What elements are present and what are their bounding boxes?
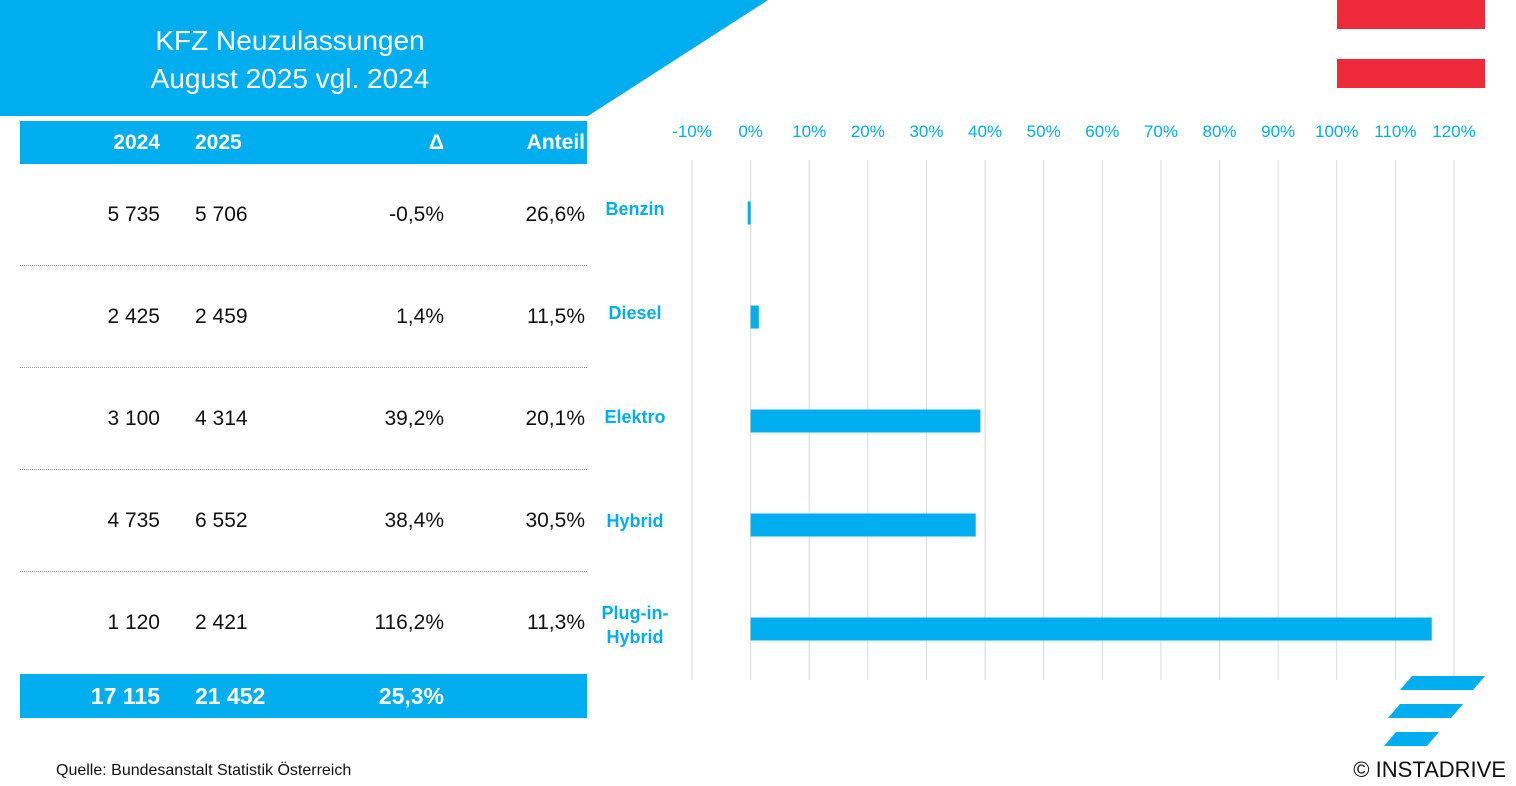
source-note: Quelle: Bundesanstalt Statistik Österrei… [56, 762, 352, 779]
header-2025: 2025 [195, 130, 242, 154]
x-tick-label: 30% [909, 122, 943, 141]
bar-benzin [747, 201, 751, 225]
cell-delta: 116,2% [374, 611, 444, 634]
cell-2025: 4 314 [195, 406, 248, 430]
total-delta: 25,3% [378, 682, 444, 709]
cell-share: 11,3% [527, 611, 585, 634]
table-row-hybrid: 4 735 6 552 38,4% 30,5% [20, 470, 587, 572]
header-delta: Δ [428, 130, 444, 154]
total-2024: 17 115 [90, 682, 160, 709]
table-row-benzin: 5 735 5 706 -0,5% 26,6% [20, 164, 587, 266]
x-tick-label: 0% [738, 122, 763, 141]
table-row-diesel: 2 425 2 459 1,4% 11,5% [20, 266, 587, 368]
copyright-notice: © INSTADRIVE [1353, 757, 1506, 782]
cell-share: 20,1% [525, 406, 585, 430]
x-tick-label: 10% [792, 122, 826, 141]
instadrive-logo-icon [1384, 676, 1485, 746]
category-label-diesel: Diesel [590, 301, 680, 325]
cell-delta: 39,2% [384, 406, 444, 430]
category-label-benzin: Benzin [590, 197, 680, 221]
cell-2024: 1 120 [107, 611, 160, 634]
bar-hybrid [750, 513, 976, 537]
bar-elektro [750, 409, 981, 433]
header-share: Anteil [526, 130, 585, 154]
title-banner [0, 0, 768, 116]
category-label-line: Diesel [608, 303, 662, 323]
x-tick-label: 20% [851, 122, 885, 141]
cell-2025: 5 706 [195, 202, 248, 226]
cell-2025: 6 552 [195, 508, 248, 532]
cell-delta: 38,4% [384, 508, 444, 532]
cell-2025: 2 421 [195, 611, 248, 634]
x-tick-label: 110% [1374, 122, 1416, 141]
table-row-elektro: 3 100 4 314 39,2% 20,1% [20, 368, 587, 470]
flag-stripe-bottom [1337, 59, 1485, 88]
bar-diesel [750, 305, 759, 329]
title-line-2: August 2025 vgl. 2024 [150, 63, 430, 94]
cell-2025: 2 459 [195, 304, 248, 328]
x-tick-label: 120% [1432, 122, 1475, 141]
bar-plug-in-hybrid [750, 617, 1432, 641]
title-line-1: KFZ Neuzulassungen [155, 25, 425, 56]
x-tick-label: 50% [1027, 122, 1061, 141]
category-label-line: Elektro [604, 407, 666, 427]
x-tick-label: -10% [672, 122, 712, 141]
cell-2024: 4 735 [107, 508, 160, 532]
flag-stripe-top [1337, 0, 1485, 29]
x-tick-label: 60% [1085, 122, 1119, 141]
category-label-line: Hybrid [606, 511, 664, 531]
table-total-row: 17 115 21 452 25,3% [20, 674, 587, 718]
category-label-line: Benzin [605, 199, 665, 219]
x-tick-label: 80% [1203, 122, 1237, 141]
registration-table: 2024 2025 Δ Anteil 5 735 5 706 -0,5% 26,… [20, 121, 587, 718]
cell-share: 11,5% [527, 304, 585, 328]
x-tick-label: 70% [1144, 122, 1178, 141]
header-2024: 2024 [113, 130, 160, 154]
cell-2024: 2 425 [107, 304, 160, 328]
x-tick-label: 90% [1261, 122, 1295, 141]
cell-delta: 1,4% [396, 304, 444, 328]
cell-share: 26,6% [525, 202, 585, 226]
category-label-plug-in-hybrid: Plug-in- Hybrid [590, 601, 680, 649]
x-tick-label: 100% [1315, 122, 1358, 141]
category-label-elektro: Elektro [590, 405, 680, 429]
category-label-line: Plug-in- [601, 603, 669, 623]
page-title: KFZ Neuzulassungen August 2025 vgl. 2024 [120, 22, 460, 98]
x-tick-label: 40% [968, 122, 1002, 141]
cell-2024: 5 735 [107, 202, 160, 226]
table-header: 2024 2025 Δ Anteil [20, 121, 587, 164]
category-label-hybrid: Hybrid [590, 509, 680, 533]
cell-delta: -0,5% [389, 202, 444, 226]
table-row-plug-in-hybrid: 1 120 2 421 116,2% 11,3% [20, 572, 587, 674]
category-label-line: Hybrid [606, 627, 664, 647]
total-2025: 21 452 [195, 682, 266, 709]
cell-2024: 3 100 [107, 406, 160, 430]
cell-share: 30,5% [525, 508, 585, 532]
